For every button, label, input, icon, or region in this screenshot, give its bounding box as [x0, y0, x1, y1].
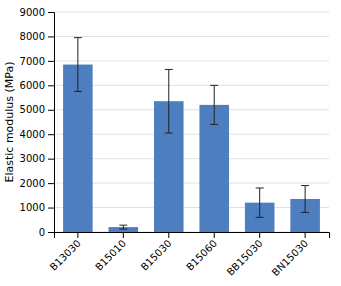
axis-line [48, 13, 55, 233]
error-bar [165, 69, 173, 133]
tick-label: B15030 [139, 238, 174, 273]
grid-line [54, 36, 329, 37]
grid [54, 12, 329, 232]
tick-label: 2000 [20, 178, 45, 189]
tick: 9000 [20, 7, 54, 18]
error-bar [74, 38, 82, 92]
tick-mark [168, 232, 169, 238]
tick-mark [214, 232, 215, 238]
tick-mark [48, 159, 54, 160]
tick-label: 4000 [20, 129, 45, 140]
grid-line [54, 183, 329, 184]
tick: B15030 [139, 232, 174, 273]
tick: 2000 [20, 178, 54, 189]
tick-label: 9000 [20, 7, 45, 18]
tick: 8000 [20, 31, 54, 42]
tick: 6000 [20, 80, 54, 91]
y-axis: 0 1000 2000 3000 4000 5000 6000 7000 8000 9000 [20, 7, 55, 238]
tick-mark [48, 12, 54, 13]
error-bar [119, 225, 127, 229]
tick-mark [48, 110, 54, 111]
x-axis: B13030 B15010 B15030 B15060BB15030BN15030 [48, 232, 330, 278]
tick-mark [48, 232, 54, 233]
error-bar [210, 85, 218, 124]
tick-mark [48, 36, 54, 37]
tick: BB15030 [225, 232, 265, 278]
tick: 5000 [20, 104, 54, 115]
tick-mark [48, 134, 54, 135]
tick-mark [48, 61, 54, 62]
tick-mark [77, 232, 78, 238]
error-bar [256, 188, 264, 217]
tick: 1000 [20, 202, 54, 213]
tick-label: BN15030 [270, 238, 310, 278]
tick-label: B15060 [184, 238, 219, 273]
grid-line [54, 12, 329, 13]
grid-line [54, 207, 329, 208]
tick-label: 8000 [20, 31, 45, 42]
grid-line [54, 109, 329, 110]
y-axis-title: Elastic modulus (MPa) [3, 62, 16, 183]
grid-line [54, 134, 329, 135]
tick: B13030 [48, 232, 83, 273]
marks [63, 38, 320, 232]
tick: 0 [39, 227, 54, 238]
tick: B15010 [93, 232, 128, 273]
tick: 4000 [20, 129, 54, 140]
tick-label: B15010 [93, 238, 128, 273]
tick-label: 1000 [20, 202, 45, 213]
tick: BN15030 [270, 232, 310, 278]
tick-mark [305, 232, 306, 238]
tick-label: 5000 [20, 104, 45, 115]
plot: 0 1000 2000 3000 4000 5000 6000 7000 8000 9000 B13… [20, 7, 330, 278]
error-bar [301, 186, 309, 213]
tick-label: 7000 [20, 56, 45, 67]
tick-mark [48, 183, 54, 184]
tick-mark [259, 232, 260, 238]
chart: 0 1000 2000 3000 4000 5000 6000 7000 8000 9000 B13… [0, 0, 341, 286]
grid-line [54, 158, 329, 159]
tick-label: B13030 [48, 238, 83, 273]
tick: 7000 [20, 56, 54, 67]
grid-line [54, 85, 329, 86]
axis-line [55, 233, 330, 239]
grid-line [54, 60, 329, 61]
tick: 3000 [20, 153, 54, 164]
tick-mark [48, 208, 54, 209]
tick-label: 6000 [20, 80, 45, 91]
tick-mark [48, 85, 54, 86]
tick: B15060 [184, 232, 219, 273]
tick-label: 0 [39, 227, 45, 238]
tick-mark [123, 232, 124, 238]
tick-label: 3000 [20, 153, 45, 164]
tick-label: BB15030 [225, 238, 265, 278]
